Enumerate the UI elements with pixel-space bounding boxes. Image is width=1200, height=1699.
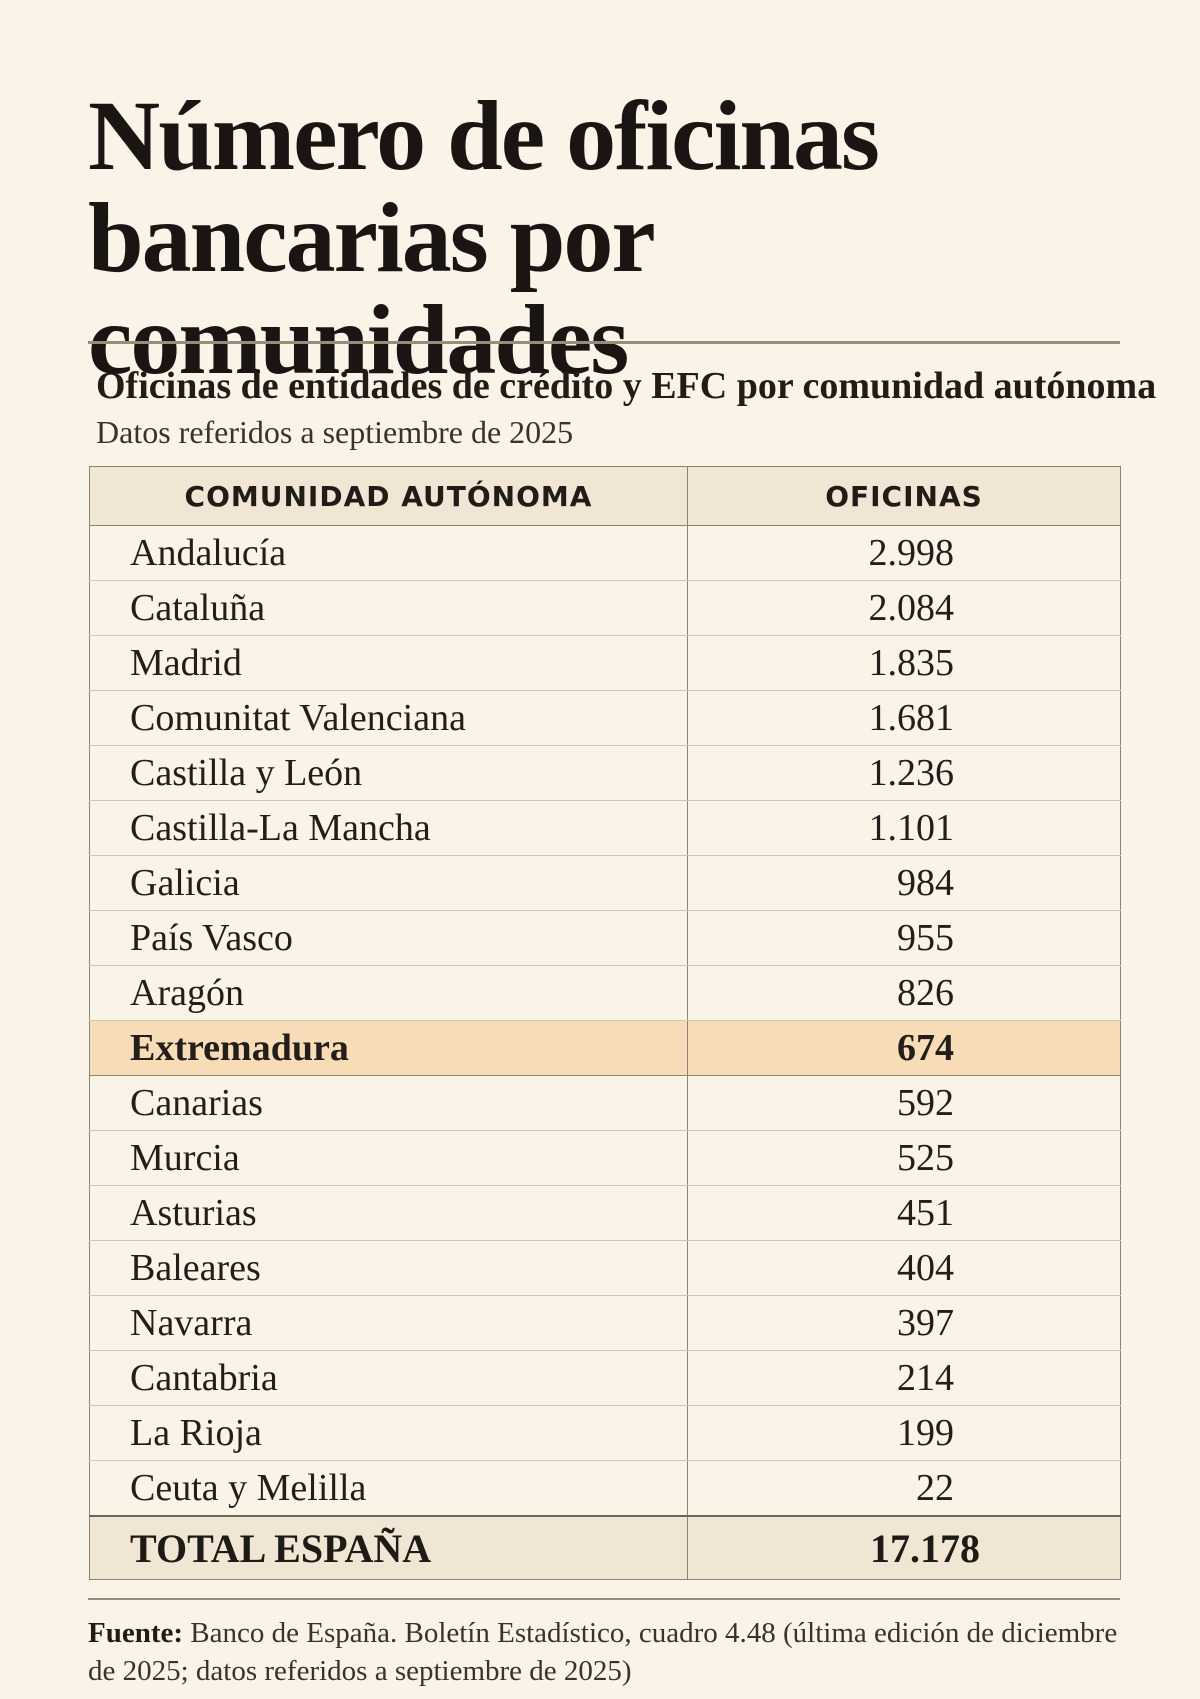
table-row: Cataluña 2.084 xyxy=(89,580,1121,636)
office-count: 404 xyxy=(687,1240,1121,1296)
table-row: Murcia 525 xyxy=(89,1130,1121,1186)
office-count: 2.084 xyxy=(687,580,1121,636)
office-count: 955 xyxy=(687,910,1121,966)
page-title: Número de oficinas bancarias por comunid… xyxy=(88,80,880,395)
source-label: Fuente: xyxy=(88,1617,184,1649)
community-name: Extremadura xyxy=(89,1020,688,1076)
community-name: Comunitat Valenciana xyxy=(89,690,688,746)
table-row: Asturias 451 xyxy=(89,1185,1121,1241)
office-count: 592 xyxy=(687,1075,1121,1131)
top-divider xyxy=(88,341,1120,344)
office-count: 1.681 xyxy=(687,690,1121,746)
community-name: Aragón xyxy=(89,965,688,1021)
community-name: Galicia xyxy=(89,855,688,911)
community-name: Murcia xyxy=(89,1130,688,1186)
community-name: Castilla y León xyxy=(89,745,688,801)
office-count: 1.101 xyxy=(687,800,1121,856)
office-count: 199 xyxy=(687,1405,1121,1461)
office-count: 397 xyxy=(687,1295,1121,1351)
office-count: 451 xyxy=(687,1185,1121,1241)
table-row: Madrid 1.835 xyxy=(89,635,1121,691)
community-name: Baleares xyxy=(89,1240,688,1296)
table-header-row: COMUNIDAD AUTÓNOMA OFICINAS xyxy=(89,466,1121,526)
table-row: Extremadura 674 xyxy=(89,1020,1121,1076)
community-name: Castilla-La Mancha xyxy=(89,800,688,856)
offices-table: COMUNIDAD AUTÓNOMA OFICINAS Andalucía 2.9… xyxy=(89,466,1121,1580)
office-count: 214 xyxy=(687,1350,1121,1406)
community-name: Andalucía xyxy=(89,525,688,581)
table-row: Comunitat Valenciana 1.681 xyxy=(89,690,1121,746)
total-label: TOTAL ESPAÑA xyxy=(89,1515,688,1580)
table-row: Canarias 592 xyxy=(89,1075,1121,1131)
table-row: Navarra 397 xyxy=(89,1295,1121,1351)
community-name: Ceuta y Melilla xyxy=(89,1460,688,1517)
table-row: País Vasco 955 xyxy=(89,910,1121,966)
office-count: 984 xyxy=(687,855,1121,911)
community-name: La Rioja xyxy=(89,1405,688,1461)
table-subtitle: Oficinas de entidades de crédito y EFC p… xyxy=(96,365,1157,407)
source-text: Banco de España. Boletín Estadístico, cu… xyxy=(88,1617,1118,1687)
office-count: 2.998 xyxy=(687,525,1121,581)
office-count: 1.835 xyxy=(687,635,1121,691)
office-count: 674 xyxy=(687,1020,1121,1076)
office-count: 525 xyxy=(687,1130,1121,1186)
table-row: Galicia 984 xyxy=(89,855,1121,911)
table-row: La Rioja 199 xyxy=(89,1405,1121,1461)
community-name: Canarias xyxy=(89,1075,688,1131)
column-header-offices: OFICINAS xyxy=(687,466,1121,526)
table-row: Baleares 404 xyxy=(89,1240,1121,1296)
community-name: País Vasco xyxy=(89,910,688,966)
table-body: Andalucía 2.998 Cataluña 2.084 Madrid 1.835 Co… xyxy=(89,525,1121,1517)
office-count: 22 xyxy=(687,1460,1121,1517)
community-name: Cataluña xyxy=(89,580,688,636)
community-name: Cantabria xyxy=(89,1350,688,1406)
office-count: 1.236 xyxy=(687,745,1121,801)
source-note: Fuente: Banco de España. Boletín Estadís… xyxy=(88,1614,1128,1690)
table-row: Castilla y León 1.236 xyxy=(89,745,1121,801)
table-row: Andalucía 2.998 xyxy=(89,525,1121,581)
table-row: Ceuta y Melilla 22 xyxy=(89,1460,1121,1517)
table-row: Castilla-La Mancha 1.101 xyxy=(89,800,1121,856)
date-note: Datos referidos a septiembre de 2025 xyxy=(96,414,574,450)
column-header-community: COMUNIDAD AUTÓNOMA xyxy=(89,466,688,526)
office-count: 826 xyxy=(687,965,1121,1021)
total-value: 17.178 xyxy=(687,1515,1121,1580)
community-name: Madrid xyxy=(89,635,688,691)
bottom-divider xyxy=(88,1598,1120,1600)
table-row: Aragón 826 xyxy=(89,965,1121,1021)
community-name: Navarra xyxy=(89,1295,688,1351)
community-name: Asturias xyxy=(89,1185,688,1241)
total-row: TOTAL ESPAÑA 17.178 xyxy=(89,1515,1121,1580)
table-row: Cantabria 214 xyxy=(89,1350,1121,1406)
